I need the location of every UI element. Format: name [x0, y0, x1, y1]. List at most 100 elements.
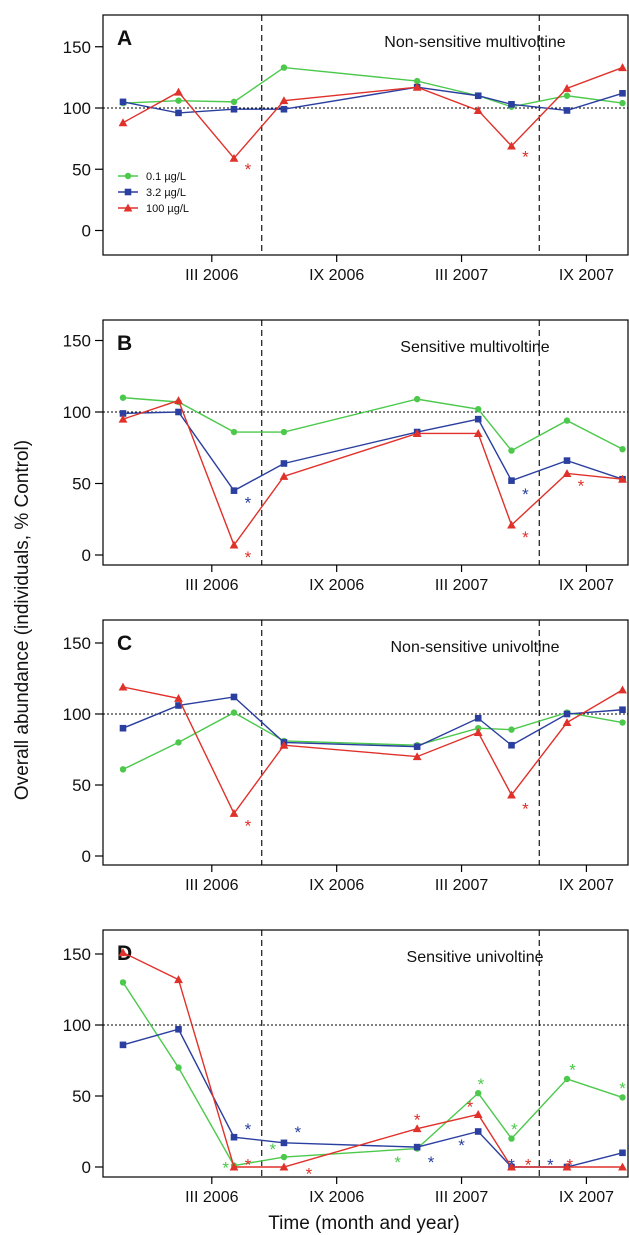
data-point [618, 1162, 627, 1171]
x-tick-label: III 2007 [435, 267, 488, 284]
data-point [230, 693, 238, 701]
y-tick-label: 150 [63, 634, 91, 653]
y-tick-label: 0 [82, 546, 91, 565]
legend-marker [124, 172, 132, 180]
data-point [229, 809, 239, 817]
data-point [618, 685, 627, 694]
data-point [619, 99, 626, 107]
significance-asterisk: * [478, 1075, 485, 1094]
data-point [175, 97, 182, 104]
x-tick-label: III 2007 [435, 1189, 488, 1206]
significance-asterisk: * [525, 1156, 532, 1175]
data-point [412, 752, 422, 761]
series-line-0-1 [122, 982, 623, 1167]
data-point [507, 790, 516, 799]
data-point [230, 709, 238, 716]
plot-frame [102, 929, 629, 1178]
data-point [118, 414, 128, 423]
data-point [413, 77, 421, 85]
significance-asterisk: * [566, 1156, 573, 1175]
data-point [563, 1075, 571, 1083]
data-point [412, 82, 422, 91]
data-point [619, 706, 626, 714]
data-point [412, 1124, 422, 1133]
significance-asterisk: * [428, 1153, 435, 1172]
panel-title: Non-sensitive univoltine [391, 639, 560, 656]
data-point [563, 710, 571, 718]
data-point [562, 469, 572, 478]
significance-asterisk: * [522, 799, 529, 818]
data-point [619, 1094, 626, 1101]
data-point [118, 682, 128, 691]
data-point [279, 471, 289, 480]
data-point [280, 1139, 288, 1147]
data-point [473, 106, 483, 114]
legend-label: 100 µg/L [146, 203, 189, 215]
series-line-100 [122, 951, 623, 1168]
data-point [229, 153, 239, 162]
data-point [230, 98, 238, 106]
significance-asterisk: * [295, 1123, 302, 1142]
panel-title: Sensitive univoltine [407, 949, 544, 966]
data-point [174, 693, 183, 702]
plot-frame [102, 619, 629, 866]
data-point [175, 702, 182, 709]
data-point [280, 1153, 288, 1161]
x-tick-label: III 2006 [185, 267, 238, 284]
panel-C: 0 50 100 150 III 2006 IX 2006 III 2007 IX 2007 C… [63, 619, 629, 894]
y-axis-label: Overall abundance (individuals, % Contro… [12, 440, 33, 800]
x-tick-label: IX 2006 [309, 877, 364, 894]
x-tick-label: III 2007 [435, 877, 488, 894]
data-point [175, 1025, 182, 1033]
significance-asterisk: * [508, 1156, 515, 1175]
data-point [280, 460, 288, 467]
series-line-0-1 [122, 711, 623, 771]
data-point [475, 1089, 482, 1097]
significance-asterisk: * [222, 1159, 229, 1178]
significance-asterisk: * [245, 816, 252, 835]
significance-asterisk: * [467, 1098, 474, 1117]
panel-title: Sensitive multivoltine [400, 339, 550, 356]
data-point [562, 718, 572, 727]
x-tick-label: III 2007 [435, 577, 488, 594]
significance-asterisk: * [414, 1110, 421, 1129]
y-tick-label: 100 [63, 99, 91, 118]
data-point [413, 1143, 421, 1151]
data-point [119, 724, 127, 732]
significance-asterisk: * [270, 1140, 277, 1159]
plot-frame [102, 14, 629, 256]
y-tick-label: 150 [63, 945, 91, 964]
data-point [508, 741, 515, 749]
series-line-0-1 [122, 66, 623, 108]
data-point [413, 395, 421, 403]
data-point [230, 428, 238, 436]
data-point [175, 1064, 182, 1071]
data-point [507, 520, 516, 529]
data-point [563, 92, 571, 99]
data-point [413, 743, 421, 750]
x-tick-label: III 2006 [185, 577, 238, 594]
y-tick-label: 100 [63, 403, 91, 422]
significance-asterisk: * [394, 1153, 401, 1172]
significance-asterisk: * [511, 1120, 518, 1139]
panel-B: 0 50 100 150 III 2006 IX 2006 III 2007 IX 2007 B… [63, 319, 629, 594]
series-line-100 [122, 686, 623, 815]
data-point [230, 105, 238, 113]
data-point [474, 415, 482, 423]
data-point [279, 96, 289, 105]
significance-asterisk: * [458, 1136, 465, 1155]
data-point [508, 726, 515, 733]
data-point [474, 714, 482, 722]
significance-asterisk: * [522, 485, 529, 504]
x-tick-label: IX 2007 [559, 877, 614, 894]
data-point [619, 90, 626, 97]
y-tick-label: 50 [72, 160, 91, 179]
y-tick-label: 150 [63, 38, 91, 57]
x-tick-label: IX 2006 [309, 267, 364, 284]
data-point [118, 118, 128, 127]
legend-marker [123, 203, 133, 212]
x-tick-label: IX 2007 [559, 577, 614, 594]
y-tick-label: 50 [72, 475, 91, 494]
series-line-100 [122, 66, 623, 160]
data-point [279, 1162, 289, 1171]
